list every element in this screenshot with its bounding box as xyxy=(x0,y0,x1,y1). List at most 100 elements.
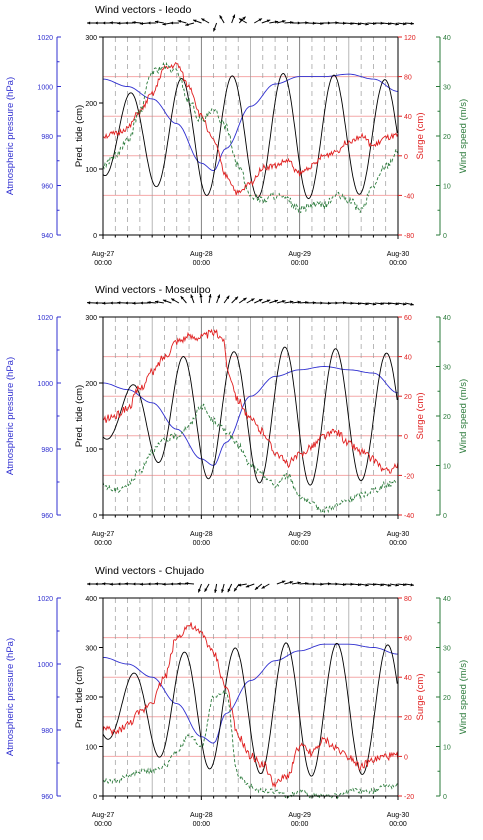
wind-axis-label: Wind speed (m/s) xyxy=(458,660,469,734)
surge-tick-label: 120 xyxy=(404,35,416,42)
wind-vector-head xyxy=(162,582,166,586)
wind-vector-head xyxy=(320,301,324,305)
wind-vector-head xyxy=(410,21,414,26)
tide-tick-label: 100 xyxy=(85,447,97,454)
surge-tick-label: 20 xyxy=(404,715,412,722)
time-tick-date: Aug-30 xyxy=(387,812,410,819)
pressure-tick-label: 980 xyxy=(41,134,53,141)
surge-axis-label: Surge (cm) xyxy=(415,393,426,440)
wind-vector-head xyxy=(266,299,271,303)
wind-tick-label: 10 xyxy=(443,464,451,471)
time-tick-date: Aug-29 xyxy=(288,531,311,538)
wind-vector-head xyxy=(342,301,347,305)
time-tick-time: 00:00 xyxy=(291,260,309,267)
surge-axis: -20 0 20 40 60 80 Surge (cm) xyxy=(398,596,426,801)
surge-tick-label: 0 xyxy=(404,754,408,761)
series-line-surge xyxy=(102,61,399,196)
time-tick-date: Aug-27 xyxy=(92,812,115,819)
wind-tick-label: 30 xyxy=(443,646,451,653)
wind-vector-head xyxy=(289,300,294,304)
wind-vectors xyxy=(87,14,415,32)
wind-vector-head xyxy=(380,302,384,306)
wind-vector-head xyxy=(357,583,362,587)
wind-vector-head xyxy=(169,21,174,25)
series-line-pressure xyxy=(102,643,399,744)
wind-vector-head xyxy=(139,582,143,586)
wind-axis: 0 10 20 30 40 Wind speed (m/s) xyxy=(436,35,469,240)
time-tick-time: 00:00 xyxy=(291,540,309,547)
time-tick-date: Aug-29 xyxy=(288,812,311,819)
surge-tick-label: 60 xyxy=(404,315,412,322)
wind-vector-head xyxy=(109,301,113,305)
pressure-tick-label: 1020 xyxy=(37,35,53,42)
tide-axis: 0 100 200 300 Pred. tide (cm) xyxy=(74,35,103,240)
pressure-tick-label: 1020 xyxy=(37,596,53,603)
wind-vector-head xyxy=(266,19,271,23)
pressure-axis-label: Atmospheric pressure (hPa) xyxy=(5,77,16,195)
wind-vector-head xyxy=(109,582,113,586)
wind-vectors xyxy=(86,293,414,306)
wind-vector-head xyxy=(289,581,294,584)
wind-vector-head xyxy=(403,583,407,587)
tide-tick-label: 0 xyxy=(93,233,97,240)
wind-vector-head xyxy=(94,582,98,586)
wind-vector-head xyxy=(139,21,144,26)
wind-vector-head xyxy=(395,302,399,306)
wind-vector-head xyxy=(132,20,136,25)
wind-vector-head xyxy=(327,301,332,305)
time-tick-date: Aug-30 xyxy=(387,251,410,258)
pressure-tick-label: 1020 xyxy=(37,315,53,322)
tide-axis-label: Pred. tide (cm) xyxy=(74,105,85,167)
wind-vector-head xyxy=(94,21,98,25)
wind-vector-head xyxy=(395,583,399,587)
wind-vector-head xyxy=(312,21,317,25)
wind-vector-head xyxy=(395,22,399,26)
time-tick-time: 00:00 xyxy=(291,821,309,828)
wind-vector-head xyxy=(327,21,332,25)
series-line-wind xyxy=(102,403,399,514)
wind-axis-label: Wind speed (m/s) xyxy=(458,99,469,173)
wind-vector-head xyxy=(312,301,317,305)
wind-vector-head xyxy=(117,21,121,25)
chart-panel-3: Wind vectors - Chujado0100200300400Pred.… xyxy=(5,565,469,828)
series-line-tide xyxy=(102,346,398,486)
wind-vector-head xyxy=(305,300,309,305)
series-line-tide xyxy=(102,642,398,777)
surge-tick-label: 40 xyxy=(404,675,412,682)
pressure-tick-label: 1000 xyxy=(37,85,53,92)
wind-vector-head xyxy=(242,16,246,20)
tide-tick-label: 200 xyxy=(85,101,97,108)
series-line-surge xyxy=(102,622,399,788)
time-tick-date: Aug-28 xyxy=(190,531,213,538)
wind-vector-head xyxy=(154,20,159,24)
wind-vector-head xyxy=(201,18,205,22)
wind-vector-head xyxy=(365,302,369,306)
wind-vector-head xyxy=(251,298,255,302)
series-line-pressure xyxy=(102,73,399,172)
pressure-tick-label: 960 xyxy=(41,794,53,801)
tide-tick-label: 200 xyxy=(85,381,97,388)
wind-vector-head xyxy=(274,20,279,24)
wind-vector-head xyxy=(388,22,392,26)
surge-tick-label: 40 xyxy=(404,114,412,121)
wind-vector-head xyxy=(147,21,151,25)
surge-tick-label: 0 xyxy=(404,434,408,441)
tide-tick-label: 0 xyxy=(93,794,97,801)
surge-tick-label: 80 xyxy=(404,596,412,603)
wind-vector-head xyxy=(221,589,225,593)
time-tick-time: 00:00 xyxy=(389,821,407,828)
wind-vectors xyxy=(87,580,414,593)
wind-vector-head xyxy=(217,294,221,299)
wind-vector-head xyxy=(243,297,247,301)
wind-vector-head xyxy=(162,299,167,303)
wind-vector-head xyxy=(254,586,259,590)
wind-vector-head xyxy=(102,21,106,25)
wind-vector-head xyxy=(238,18,243,22)
wind-vector-head xyxy=(204,588,208,592)
tide-axis-label: Pred. tide (cm) xyxy=(74,666,85,728)
wind-vector-head xyxy=(312,582,317,586)
tide-axis-label: Pred. tide (cm) xyxy=(74,385,85,447)
wind-vector-head xyxy=(373,582,377,586)
tide-tick-label: 300 xyxy=(85,35,97,42)
